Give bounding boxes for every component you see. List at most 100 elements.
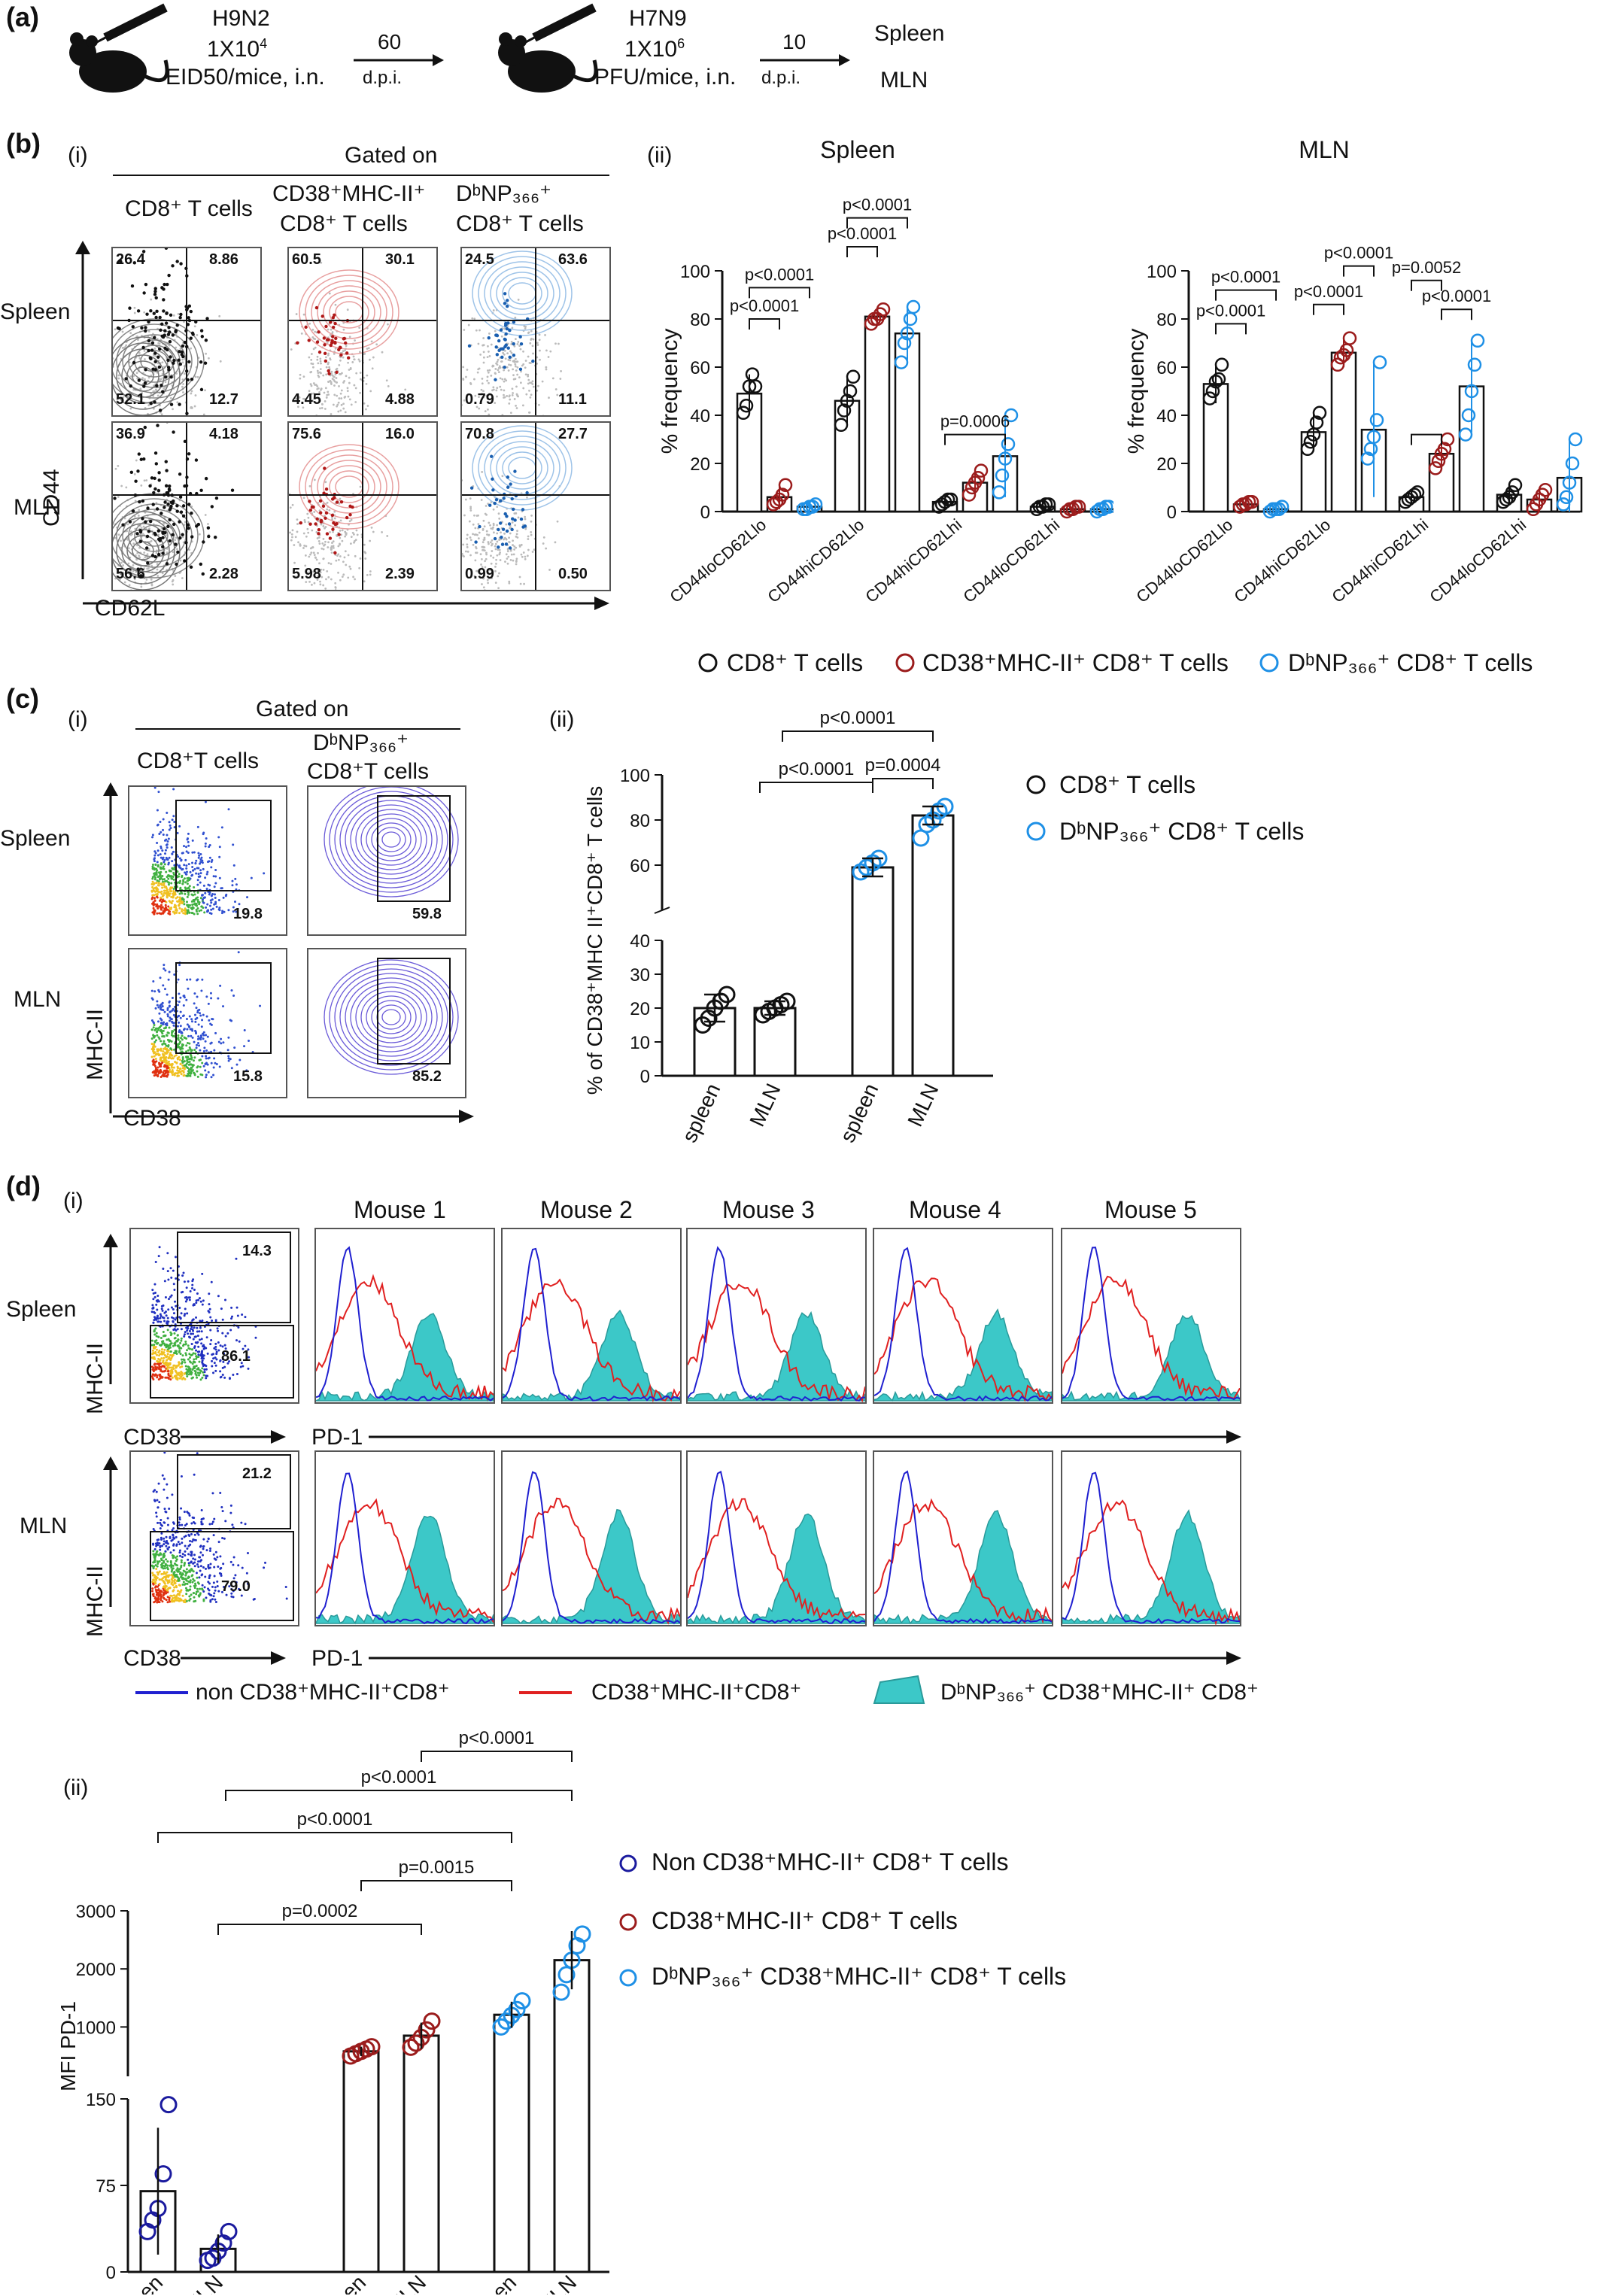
c-col-head-dbnp-line1: DᵇNP₃₆₆⁺ <box>313 730 409 755</box>
y-tick-label: 60 <box>630 856 650 876</box>
data-point <box>573 1925 591 1943</box>
quadrant-percentage: 27.7 <box>558 426 588 442</box>
data-point <box>739 398 754 413</box>
hist-legend-dbnp: DᵇNP₃₆₆⁺ CD38⁺MHC-II⁺ CD8⁺ <box>940 1680 1259 1705</box>
data-point <box>1431 454 1446 469</box>
d-cd38-arrow-bottom <box>181 1651 286 1665</box>
y-tick-label: 40 <box>1156 406 1177 427</box>
pd1-histogram <box>501 1450 682 1626</box>
data-point <box>1458 427 1473 442</box>
h9n2-dose-unit: EID50/mice, i.n. <box>166 65 325 90</box>
d-cd38-label-top: CD38 <box>123 1425 181 1450</box>
data-point <box>843 384 858 399</box>
data-point <box>557 1966 576 1984</box>
p-value: p<0.0001 <box>459 1730 535 1748</box>
legend-marker-cd38 <box>895 653 915 673</box>
significance-bracket <box>944 433 1006 445</box>
c-legend-marker-cd8 <box>1026 775 1046 794</box>
quadrant-percentage: 36.9 <box>116 426 145 442</box>
y-axis-label: % frequency <box>1124 329 1149 454</box>
interval2-value: 10 <box>782 30 807 53</box>
data-point <box>220 2222 238 2240</box>
data-point <box>1505 485 1520 500</box>
y-tick-label: 20 <box>630 999 650 1019</box>
bar <box>403 2034 440 2273</box>
significance-bracket <box>1411 433 1442 445</box>
significance-bracket <box>1441 308 1472 320</box>
quadrant-percentage: 26.4 <box>116 251 145 268</box>
mouse-1-label: Mouse 1 <box>354 1196 446 1223</box>
data-point <box>492 2018 510 2036</box>
quadrant-percentage: 75.6 <box>292 426 321 442</box>
d-cd38-label-bottom: CD38 <box>123 1646 181 1671</box>
quadrant-percentage: 4.45 <box>292 391 321 408</box>
quadrant-percentage: 16.0 <box>385 426 415 442</box>
bar <box>851 866 895 1077</box>
y-tick-label: 20 <box>690 454 710 475</box>
d-row-label-spleen: Spleen <box>6 1297 77 1322</box>
arrow-icon <box>354 54 444 66</box>
data-point <box>1428 461 1443 475</box>
significance-bracket <box>1343 265 1375 277</box>
y-tick-label: 3000 <box>76 1902 116 1922</box>
quadrant-percentage: 11.1 <box>558 391 587 408</box>
data-point <box>846 369 861 384</box>
h7n9-dose-unit: PFU/mice, i.n. <box>594 65 737 90</box>
data-point <box>1559 490 1574 505</box>
y-tick-label: 10 <box>630 1033 650 1053</box>
facs-quadrant-plot <box>287 421 438 591</box>
category-label: CD44loCD62Llo <box>1132 515 1236 606</box>
cd62l-axis-arrow <box>83 597 609 610</box>
gate-percentage: 19.8 <box>233 906 263 922</box>
panel-c-i-label: (i) <box>68 707 88 732</box>
spleen-frequency-chart: Spleen 0 20 40 60 80 100 % frequency CD44loCD62L… <box>658 136 1113 606</box>
interval2-unit: d.p.i. <box>761 68 801 88</box>
quadrant-percentage: 8.86 <box>209 251 238 268</box>
quadrant-percentage: 52.1 <box>116 391 145 408</box>
data-point <box>745 367 760 381</box>
pd1-histogram <box>501 1228 682 1404</box>
quadrant-percentage: 12.7 <box>209 391 238 408</box>
chart-title: MLN <box>1299 136 1350 163</box>
p-value: p<0.0001 <box>1211 268 1280 287</box>
mouse-5-label: Mouse 5 <box>1104 1196 1197 1223</box>
c-cd38-axis-label: CD38 <box>123 1106 181 1131</box>
category-label: CD44hiCD62Lhi <box>1328 515 1432 606</box>
y-tick-label: 100 <box>1147 262 1177 282</box>
y-tick-label: 2000 <box>76 1960 116 1980</box>
data-point <box>423 2012 441 2030</box>
data-point <box>903 311 918 326</box>
hist-legend-cd38: CD38⁺MHC-II⁺CD8⁺ <box>591 1680 802 1705</box>
data-point <box>1470 333 1485 348</box>
p-value: p<0.0001 <box>820 708 896 728</box>
data-point <box>775 487 790 502</box>
data-point <box>906 299 921 314</box>
data-point <box>154 2165 172 2183</box>
gate-percentage: 14.3 <box>242 1243 272 1259</box>
significance-bracket <box>157 1832 512 1843</box>
category-label: MLN <box>383 2270 431 2294</box>
panel-a-letter: (a) <box>6 2 39 32</box>
bar <box>864 315 891 513</box>
quadrant-percentage: 2.39 <box>385 566 415 582</box>
y-tick-label: 0 <box>640 1067 650 1087</box>
category-label: CD44hiCD62Llo <box>764 515 867 606</box>
panel-d-i-label: (i) <box>63 1189 84 1213</box>
legend-b-cd8: CD8⁺ T cells <box>727 649 864 676</box>
category-label: CD44loCD62Lhi <box>959 515 1063 606</box>
gate-percentage: 79.0 <box>221 1578 251 1595</box>
data-point <box>1101 500 1113 514</box>
gate-percentage: 15.8 <box>233 1068 263 1085</box>
data-point <box>894 355 909 369</box>
gate-percentage: 21.2 <box>242 1465 272 1482</box>
c-gated-on-rule <box>135 728 460 730</box>
data-point <box>1035 500 1050 514</box>
data-point <box>1274 500 1290 514</box>
gate-percentage: 85.2 <box>412 1068 442 1085</box>
c-cd38-axis-arrow <box>113 1110 474 1123</box>
y-tick-label: 0 <box>106 2263 116 2283</box>
quadrant-percentage: 24.5 <box>465 251 494 268</box>
category-label: spleen <box>310 2270 370 2294</box>
significance-bracket <box>846 217 908 229</box>
significance-bracket <box>225 1790 573 1801</box>
